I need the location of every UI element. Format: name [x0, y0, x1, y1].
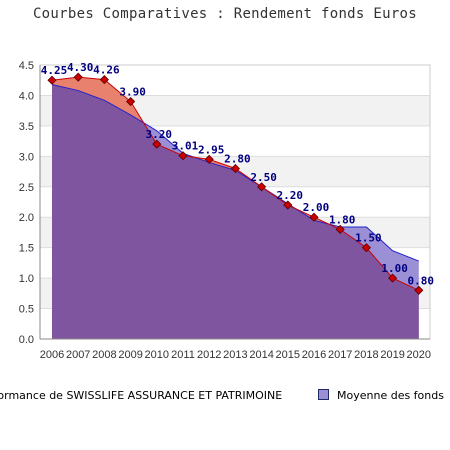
data-label: 4.26 [93, 64, 120, 77]
data-label: 0.80 [408, 274, 435, 287]
data-point-marker [99, 75, 109, 85]
data-label: 2.95 [198, 143, 225, 156]
data-label: 1.80 [329, 213, 356, 226]
data-point-marker [230, 163, 240, 174]
data-label: 2.00 [303, 201, 330, 214]
y-tick-label: 2.0 [19, 212, 34, 224]
y-tick-label: 2.5 [19, 182, 34, 194]
x-tick-label: 2012 [197, 349, 221, 361]
x-tick-label: 2011 [171, 349, 195, 361]
x-tick-label: 2017 [328, 349, 352, 361]
y-tick-label: 0.5 [19, 304, 34, 316]
x-tick-label: 2014 [249, 349, 273, 361]
x-tick-label: 2019 [380, 349, 404, 361]
data-label: 2.80 [224, 153, 251, 166]
legend-item-series-2: Moyenne des fonds [318, 389, 444, 402]
data-point-marker [178, 151, 188, 161]
data-point-marker [388, 273, 398, 283]
data-point-marker [309, 212, 319, 222]
data-label: 2.50 [250, 171, 277, 184]
data-label: 4.25 [41, 64, 68, 77]
data-point-marker [414, 285, 424, 295]
y-tick-label: 4.5 [19, 60, 34, 72]
legend: Performance de SWISSLIFE ASSURANCE ET PA… [0, 386, 450, 406]
legend-label-series-1: Performance de SWISSLIFE ASSURANCE ET PA… [0, 389, 283, 402]
data-point-marker [47, 75, 57, 85]
y-tick-label: 3.0 [19, 151, 34, 163]
data-point-marker [361, 243, 371, 253]
data-point-marker [126, 96, 136, 107]
data-point-marker [73, 72, 83, 82]
y-tick-label: 0.0 [19, 334, 34, 346]
x-tick-label: 2013 [223, 349, 247, 361]
overlap-area [52, 84, 419, 339]
y-tick-label: 1.5 [19, 243, 34, 255]
chart-title: Courbes Comparatives : Rendement fonds E… [32, 6, 418, 22]
data-point-marker [152, 139, 162, 149]
x-tick-label: 2016 [302, 349, 326, 361]
data-point-marker [257, 182, 267, 192]
y-tick-label: 3.5 [19, 121, 34, 133]
x-tick-label: 2009 [118, 349, 142, 361]
x-tick-label: 2008 [92, 349, 116, 361]
y-tick-label: 1.0 [19, 273, 34, 285]
data-label: 1.00 [381, 262, 408, 275]
data-label: 1.50 [355, 232, 382, 245]
y-tick-label: 4.0 [19, 90, 34, 102]
x-tick-label: 2018 [354, 349, 378, 361]
legend-item-series-1: Performance de SWISSLIFE ASSURANCE ET PA… [0, 389, 282, 402]
x-tick-label: 2007 [66, 349, 90, 361]
x-tick-label: 2006 [40, 349, 64, 361]
legend-label-series-2: Moyenne des fonds [337, 389, 444, 402]
data-point-marker [335, 224, 345, 234]
data-label: 3.20 [146, 128, 173, 141]
x-tick-label: 2020 [407, 349, 431, 361]
data-label: 3.90 [119, 86, 146, 99]
x-tick-label: 2010 [145, 349, 169, 361]
data-point-marker [283, 200, 293, 210]
data-point-marker [204, 154, 214, 164]
data-label: 3.01 [172, 140, 199, 153]
legend-swatch-series-2 [318, 389, 329, 400]
data-label: 2.20 [277, 189, 304, 202]
data-label: 4.30 [67, 61, 94, 74]
x-tick-label: 2015 [276, 349, 300, 361]
